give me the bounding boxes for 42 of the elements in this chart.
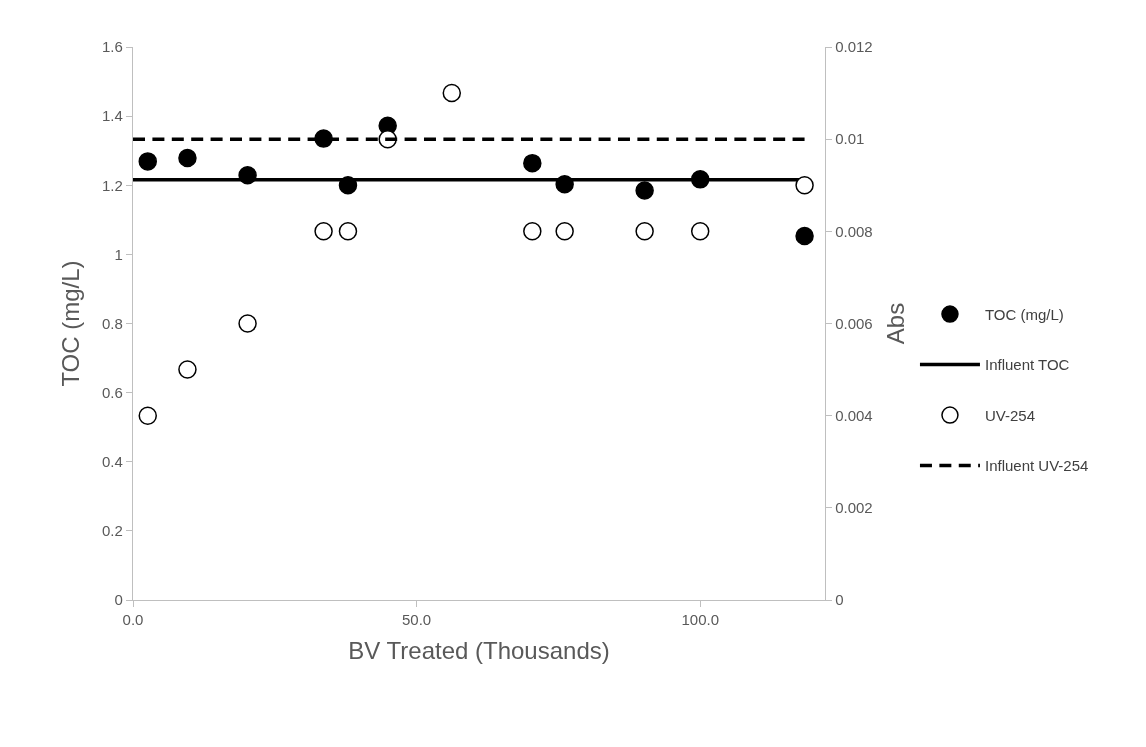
y-tick-label: 0.6 <box>101 383 123 401</box>
x-axis-title: BV Treated (Thousands) <box>348 637 610 665</box>
point <box>138 152 157 171</box>
y2-tick-label: 0.01 <box>835 130 865 148</box>
y-tick-label: 1.6 <box>101 38 123 56</box>
legend-label: TOC (mg/L) <box>984 305 1064 323</box>
legend-label: Influent UV-254 <box>984 457 1089 475</box>
y-tick-label: 1.2 <box>101 176 123 194</box>
point <box>635 222 654 241</box>
point <box>338 222 358 241</box>
point <box>238 314 257 333</box>
y-tick-label: 0 <box>114 591 123 609</box>
x-tick-label: 0.0 <box>122 611 144 629</box>
y2-tick-label: 0.006 <box>835 314 873 332</box>
y2-tick-label: 0.004 <box>835 406 873 424</box>
y2-axis-title: Abs <box>882 302 909 345</box>
y2-tick-label: 0 <box>835 591 844 609</box>
point <box>555 222 574 241</box>
y-tick-label: 0.8 <box>101 314 123 332</box>
point <box>138 406 157 425</box>
y2-tick-label: 0.012 <box>835 38 873 56</box>
point <box>523 153 542 173</box>
y-tick-label: 1 <box>114 245 123 263</box>
x-tick-label: 50.0 <box>402 611 432 629</box>
y-tick-label: 0.4 <box>101 453 123 470</box>
y-axis-title: TOC (mg/L) <box>57 260 85 387</box>
point <box>635 181 654 200</box>
point <box>523 222 542 241</box>
x-tick-label: 100.0 <box>681 611 719 629</box>
point <box>795 176 814 195</box>
point <box>442 83 462 103</box>
point <box>178 360 197 379</box>
y2-tick-label: 0.002 <box>835 499 873 517</box>
point <box>178 148 197 168</box>
y-tick-label: 0.2 <box>101 522 123 540</box>
point <box>690 222 710 241</box>
point <box>314 222 333 241</box>
y-tick-label: 1.4 <box>101 107 123 125</box>
legend-label: UV-254 <box>984 406 1036 424</box>
point <box>795 226 814 246</box>
legend-label: Influent TOC <box>984 356 1070 374</box>
y2-tick-label: 0.008 <box>835 222 873 240</box>
